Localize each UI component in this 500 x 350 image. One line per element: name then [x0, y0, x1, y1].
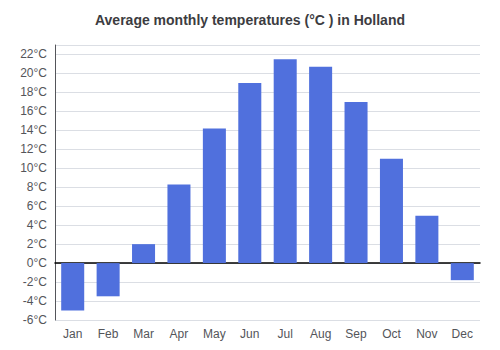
svg-text:22°C: 22°C [20, 47, 47, 61]
svg-text:Mar: Mar [133, 327, 154, 341]
svg-text:-6°C: -6°C [23, 313, 47, 327]
svg-text:Jan: Jan [63, 327, 82, 341]
svg-text:Dec: Dec [452, 327, 473, 341]
svg-text:-4°C: -4°C [23, 294, 47, 308]
svg-text:Oct: Oct [382, 327, 401, 341]
svg-text:10°C: 10°C [20, 161, 47, 175]
svg-text:Average monthly temperatures (: Average monthly temperatures (°C ) in Ho… [95, 12, 405, 28]
svg-text:Sep: Sep [345, 327, 367, 341]
svg-text:Jul: Jul [278, 327, 293, 341]
svg-text:Jun: Jun [240, 327, 259, 341]
svg-text:Apr: Apr [170, 327, 189, 341]
svg-text:4°C: 4°C [27, 218, 47, 232]
svg-text:Feb: Feb [98, 327, 119, 341]
svg-text:2°C: 2°C [27, 237, 47, 251]
svg-text:Nov: Nov [416, 327, 437, 341]
svg-text:16°C: 16°C [20, 104, 47, 118]
svg-text:6°C: 6°C [27, 199, 47, 213]
svg-text:-2°C: -2°C [23, 275, 47, 289]
svg-text:Aug: Aug [310, 327, 331, 341]
svg-text:14°C: 14°C [20, 123, 47, 137]
svg-text:20°C: 20°C [20, 66, 47, 80]
svg-text:12°C: 12°C [20, 142, 47, 156]
svg-text:0°C: 0°C [27, 256, 47, 270]
svg-text:18°C: 18°C [20, 85, 47, 99]
svg-text:May: May [203, 327, 226, 341]
svg-text:8°C: 8°C [27, 180, 47, 194]
